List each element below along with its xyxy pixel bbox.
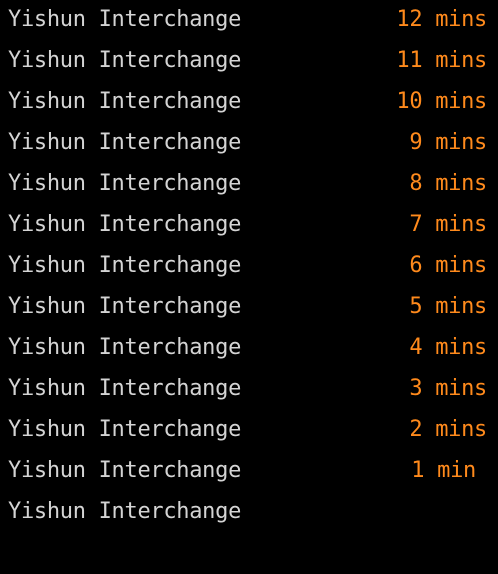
destination-label: Yishun Interchange xyxy=(8,7,242,32)
eta-label: 1 min xyxy=(411,458,476,483)
destination-label: Yishun Interchange xyxy=(8,171,242,196)
arrival-row: Yishun Interchange 11 mins xyxy=(0,41,498,82)
destination-label: Yishun Interchange xyxy=(8,130,242,155)
arrival-row: Yishun Interchange 9 mins xyxy=(0,123,498,164)
destination-label: Yishun Interchange xyxy=(8,458,242,483)
eta-label: 7 mins xyxy=(409,212,487,237)
eta-label: 11 mins xyxy=(396,48,487,73)
eta-label: 8 mins xyxy=(409,171,487,196)
eta-label: 9 mins xyxy=(409,130,487,155)
arrival-row: Yishun Interchange 4 mins xyxy=(0,328,498,369)
eta-label: 2 mins xyxy=(409,417,487,442)
arrival-row: Yishun Interchange xyxy=(0,492,498,533)
eta-label: 5 mins xyxy=(409,294,487,319)
arrival-row: Yishun Interchange 12 mins xyxy=(0,0,498,41)
eta-label: 10 mins xyxy=(396,89,487,114)
destination-label: Yishun Interchange xyxy=(8,335,242,360)
arrival-row: Yishun Interchange 2 mins xyxy=(0,410,498,451)
destination-label: Yishun Interchange xyxy=(8,499,242,524)
eta-label: 12 mins xyxy=(396,7,487,32)
destination-label: Yishun Interchange xyxy=(8,253,242,278)
destination-label: Yishun Interchange xyxy=(8,294,242,319)
arrival-row: Yishun Interchange 5 mins xyxy=(0,287,498,328)
destination-label: Yishun Interchange xyxy=(8,417,242,442)
destination-label: Yishun Interchange xyxy=(8,48,242,73)
arrival-row: Yishun Interchange 10 mins xyxy=(0,82,498,123)
destination-label: Yishun Interchange xyxy=(8,89,242,114)
arrival-row: Yishun Interchange 6 mins xyxy=(0,246,498,287)
eta-label: 4 mins xyxy=(409,335,487,360)
arrival-row: Yishun Interchange 3 mins xyxy=(0,369,498,410)
eta-label: 6 mins xyxy=(409,253,487,278)
destination-label: Yishun Interchange xyxy=(8,376,242,401)
destination-label: Yishun Interchange xyxy=(8,212,242,237)
eta-label: 3 mins xyxy=(409,376,487,401)
arrival-row: Yishun Interchange 8 mins xyxy=(0,164,498,205)
arrival-row: Yishun Interchange 7 mins xyxy=(0,205,498,246)
arrival-row: Yishun Interchange 1 min xyxy=(0,451,498,492)
